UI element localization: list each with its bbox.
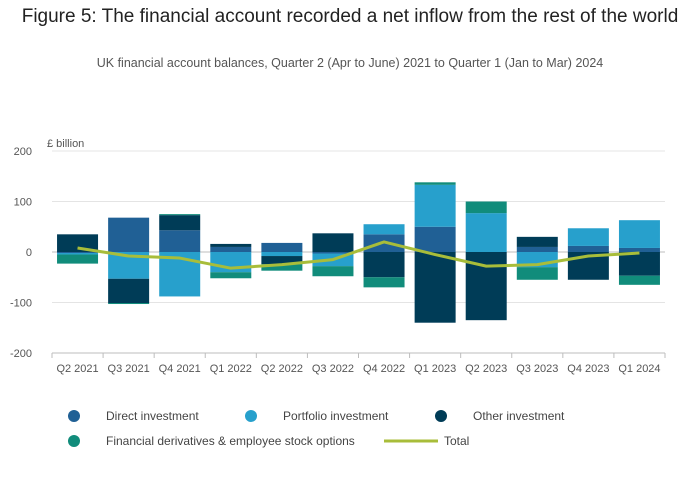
x-tick-label: Q4 2022	[363, 363, 405, 375]
y-tick-label: 200	[14, 146, 32, 158]
chart-subtitle: UK financial account balances, Quarter 2…	[96, 56, 604, 70]
bar-segment	[210, 272, 252, 279]
legend-marker	[68, 410, 80, 422]
x-tick-label: Q1 2024	[618, 363, 660, 375]
total-line-layer	[77, 240, 640, 270]
bar-segment	[312, 266, 354, 277]
axes-layer: -200 -100 0 100 200 Q2 2021 Q3 2021 Q4 2021 Q1 2…	[10, 146, 666, 375]
x-tick-label: Q1 2023	[414, 363, 456, 375]
bar-segment	[159, 214, 201, 216]
bar-segment	[465, 213, 507, 252]
bar-segment	[516, 246, 558, 252]
bar-segment	[363, 252, 405, 278]
x-tick-label: Q3 2021	[108, 363, 150, 375]
x-tick-label: Q2 2022	[261, 363, 303, 375]
bar-segment	[108, 217, 150, 252]
bars-layer	[57, 182, 660, 323]
legend-label: Portfolio investment	[283, 409, 389, 423]
bar-segment	[210, 243, 252, 247]
bar-segment	[414, 184, 456, 227]
legend-label: Other investment	[473, 409, 565, 423]
bar-segment	[618, 275, 660, 285]
x-tick-label: Q2 2021	[56, 363, 98, 375]
bar-segment	[567, 245, 609, 252]
legend: Direct investment Portfolio investment Oth…	[68, 409, 565, 448]
bar-segment	[57, 253, 99, 255]
legend-label: Total	[444, 434, 469, 448]
bar-segment	[261, 242, 303, 252]
y-tick-label: -100	[10, 298, 32, 310]
legend-label: Direct investment	[106, 409, 199, 423]
y-tick-label: 100	[14, 197, 32, 209]
x-tick-label: Q1 2022	[210, 363, 252, 375]
legend-marker	[68, 435, 80, 447]
bar-segment	[57, 234, 99, 252]
bar-segment	[261, 252, 303, 257]
bar-segment	[414, 252, 456, 323]
bar-segment	[618, 252, 660, 276]
bar-segment	[363, 277, 405, 288]
bar-segment	[618, 247, 660, 252]
y-tick-label: -200	[10, 348, 32, 360]
x-tick-label: Q3 2022	[312, 363, 354, 375]
bar-segment	[567, 228, 609, 246]
legend-label: Financial derivatives & employee stock o…	[106, 434, 355, 448]
bar-segment	[363, 224, 405, 235]
bar-segment	[465, 201, 507, 214]
chart-title: Figure 5: The financial account recorded…	[21, 6, 679, 27]
bar-segment	[57, 252, 99, 254]
total-line	[77, 240, 640, 270]
bar-segment	[57, 254, 99, 264]
bar-segment	[414, 182, 456, 185]
y-tick-label: 0	[26, 247, 32, 259]
bar-segment	[312, 233, 354, 252]
bar-segment	[108, 303, 150, 305]
bar-segment	[312, 252, 354, 254]
y-axis-label: £ billion	[47, 138, 84, 150]
x-tick-label: Q4 2021	[159, 363, 201, 375]
bar-segment	[516, 267, 558, 280]
bar-segment	[159, 215, 201, 231]
bar-segment	[108, 278, 150, 304]
legend-marker	[435, 410, 447, 422]
bar-segment	[261, 256, 303, 265]
bar-segment	[516, 236, 558, 247]
bar-segment	[159, 230, 201, 252]
x-tick-label: Q2 2023	[465, 363, 507, 375]
x-tick-label: Q3 2023	[516, 363, 558, 375]
bar-segment	[414, 226, 456, 252]
bar-segment	[210, 246, 252, 252]
legend-marker	[245, 410, 257, 422]
bar-segment	[261, 264, 303, 271]
x-tick-label: Q4 2023	[567, 363, 609, 375]
bar-segment	[618, 220, 660, 248]
